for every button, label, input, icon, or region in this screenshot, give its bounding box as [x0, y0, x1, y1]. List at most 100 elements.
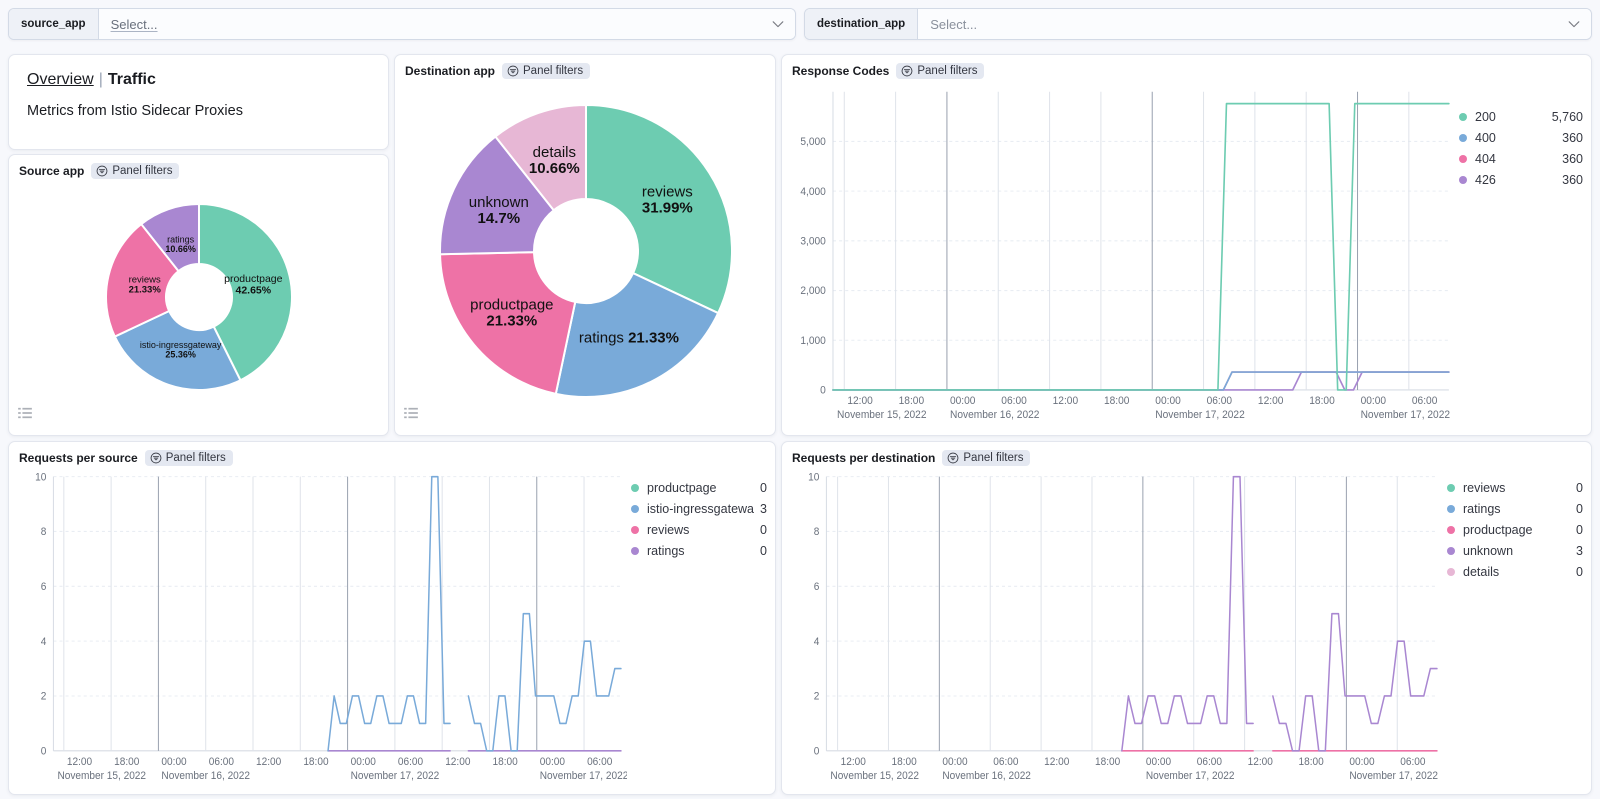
- filter-icon: [901, 65, 913, 77]
- panel-filters-badge[interactable]: Panel filters: [896, 63, 985, 79]
- x-axis-date: November 17, 2022: [540, 771, 627, 782]
- x-axis-date: November 17, 2022: [351, 771, 440, 782]
- legend-label: 200: [1475, 110, 1496, 124]
- panel-filters-badge[interactable]: Panel filters: [91, 163, 180, 179]
- plot-response-codes-svg[interactable]: 0 1,000 2,000 3,000 4,000 5,000 12:00 18:00 00:0…: [782, 81, 1455, 435]
- x-axis-date: November 15, 2022: [837, 410, 927, 421]
- x-axis-date: November 17, 2022: [1146, 771, 1235, 782]
- pie-label-ratings: ratings 10.66%: [165, 234, 196, 254]
- legend-color-dot: [1459, 155, 1467, 163]
- control-source-app[interactable]: source_app Select...: [8, 8, 796, 40]
- legend-requests-per-destination[interactable]: reviews 0 ratings 0 productpage 0 unknown 3 deta…: [1443, 468, 1591, 794]
- control-destination-app[interactable]: destination_app Select...: [804, 8, 1592, 40]
- x-axis-tick: 00:00: [1349, 757, 1374, 768]
- series-line-404[interactable]: [832, 371, 1450, 391]
- donut-source-app-svg[interactable]: productpage 42.65% istio-ingressgateway 25.…: [9, 181, 389, 426]
- legend-label: unknown: [1463, 544, 1514, 558]
- breadcrumb-overview-link[interactable]: Overview: [27, 71, 94, 88]
- series-line-istio-ingressgateway[interactable]: [327, 475, 622, 752]
- plot-requests-per-source[interactable]: 0 2 4 6 8 10 12:00 18:00 00:00 November 16, 2022 0…: [9, 468, 627, 794]
- chevron-down-icon[interactable]: [1567, 17, 1581, 31]
- y-axis-tick: 4,000: [800, 187, 826, 198]
- legend-value: 0: [1576, 565, 1583, 579]
- panel-title-destination-app: Destination app: [405, 64, 496, 78]
- legend-item[interactable]: reviews 0: [1447, 478, 1583, 498]
- x-axis-date: November 17, 2022: [1155, 410, 1245, 421]
- legend-item[interactable]: 404 360: [1459, 149, 1583, 169]
- legend-response-codes[interactable]: 200 5,760 400 360 404 360 426 360: [1455, 81, 1591, 435]
- panel-title-requests-per-destination: Requests per destination: [792, 451, 936, 465]
- legend-label: reviews: [1463, 481, 1506, 495]
- plot-requests-per-source-svg[interactable]: 0 2 4 6 8 10 12:00 18:00 00:00 November 16, 2022 0…: [9, 468, 627, 794]
- y-axis-tick: 6: [41, 582, 47, 593]
- y-axis-tick: 8: [814, 527, 820, 538]
- legend-item[interactable]: productpage 0: [631, 478, 767, 498]
- x-axis-tick: 00:00: [540, 757, 565, 768]
- control-field-destination-app[interactable]: Select...: [918, 9, 1591, 39]
- panel-source-app: Source app Panel filters productpage 42.6…: [8, 154, 389, 436]
- panel-filters-badge[interactable]: Panel filters: [942, 450, 1031, 466]
- panel-title-response-codes: Response Codes: [792, 64, 890, 78]
- pie-slice-ratings[interactable]: [554, 271, 720, 398]
- legend-item[interactable]: unknown 3: [1447, 541, 1583, 561]
- legend-color-dot: [1447, 568, 1455, 576]
- pie-label-ratings: ratings 21.33%: [579, 330, 679, 347]
- panel-filters-badge[interactable]: Panel filters: [144, 450, 233, 466]
- series-line-426[interactable]: [832, 371, 1450, 391]
- panel-filters-label: Panel filters: [112, 165, 173, 177]
- series-line-400[interactable]: [832, 371, 1450, 391]
- y-axis-tick: 2: [814, 691, 820, 702]
- donut-destination-app-svg[interactable]: reviews 31.99% ratings 21.33% productpage 21…: [395, 81, 776, 426]
- donut-source-app[interactable]: productpage 42.65% istio-ingressgateway 25.…: [9, 181, 388, 426]
- series-line-200[interactable]: [832, 102, 1450, 391]
- legend-item[interactable]: productpage 0: [1447, 520, 1583, 540]
- legend-toggle-icon[interactable]: [404, 407, 418, 419]
- filter-icon: [96, 165, 108, 177]
- x-axis-tick: 12:00: [445, 757, 470, 768]
- legend-color-dot: [631, 484, 639, 492]
- pie-slice-details[interactable]: [493, 103, 587, 212]
- pie-slice-istio-ingressgateway[interactable]: [113, 309, 242, 391]
- legend-item[interactable]: reviews 0: [631, 520, 767, 540]
- legend-item[interactable]: 400 360: [1459, 128, 1583, 148]
- chevron-down-icon[interactable]: [771, 17, 785, 31]
- plot-response-codes[interactable]: 0 1,000 2,000 3,000 4,000 5,000 12:00 18:00 00:0…: [782, 81, 1455, 435]
- breadcrumb-separator: |: [98, 71, 103, 88]
- legend-value: 5,760: [1551, 110, 1583, 124]
- x-axis-date: November 16, 2022: [942, 771, 1031, 782]
- y-axis-tick: 0: [814, 746, 820, 757]
- plot-requests-per-destination-svg[interactable]: 0 2 4 6 8 10 12:00 18:00 00:00 November 16, 2022 0…: [782, 468, 1443, 794]
- legend-item[interactable]: ratings 0: [631, 541, 767, 561]
- series-line-unknown[interactable]: [1121, 475, 1438, 752]
- y-axis-tick: 2: [41, 691, 47, 702]
- pie-slice-reviews[interactable]: [105, 222, 180, 338]
- filter-icon: [948, 452, 959, 464]
- x-axis-tick: 06:00: [1197, 757, 1222, 768]
- pie-slice-reviews[interactable]: [585, 103, 733, 315]
- panel-filters-badge[interactable]: Panel filters: [502, 63, 591, 79]
- donut-destination-app[interactable]: reviews 31.99% ratings 21.33% productpage 21…: [395, 81, 775, 426]
- legend-label: 400: [1475, 131, 1496, 145]
- panel-requests-per-source: Requests per source Panel filters 0 2 4 6 8 1…: [8, 441, 776, 795]
- legend-value: 360: [1562, 173, 1583, 187]
- pie-slice-ratings[interactable]: [139, 202, 200, 273]
- pie-slice-productpage[interactable]: [439, 251, 577, 396]
- legend-item[interactable]: 426 360: [1459, 170, 1583, 190]
- x-axis-tick: 00:00: [942, 757, 967, 768]
- legend-item[interactable]: istio-ingressgateway 3: [631, 499, 767, 519]
- legend-label: 404: [1475, 152, 1496, 166]
- plot-requests-per-destination[interactable]: 0 2 4 6 8 10 12:00 18:00 00:00 November 16, 2022 0…: [782, 468, 1443, 794]
- y-axis-tick: 2,000: [800, 286, 826, 297]
- chart-area-requests-per-source: 0 2 4 6 8 10 12:00 18:00 00:00 November 16, 2022 0…: [9, 468, 775, 794]
- legend-toggle-icon[interactable]: [18, 407, 32, 419]
- legend-item[interactable]: ratings 0: [1447, 499, 1583, 519]
- panel-overview-markdown: Overview | Traffic Metrics from Istio Side…: [8, 54, 389, 150]
- legend-item[interactable]: 200 5,760: [1459, 107, 1583, 127]
- control-field-source-app[interactable]: Select...: [98, 9, 795, 39]
- pie-slice-productpage[interactable]: [198, 202, 293, 382]
- legend-item[interactable]: details 0: [1447, 562, 1583, 582]
- legend-requests-per-source[interactable]: productpage 0 istio-ingressgateway 3 reviews…: [627, 468, 775, 794]
- x-axis-tick: 12:00: [1248, 757, 1273, 768]
- pie-slice-unknown[interactable]: [439, 135, 556, 256]
